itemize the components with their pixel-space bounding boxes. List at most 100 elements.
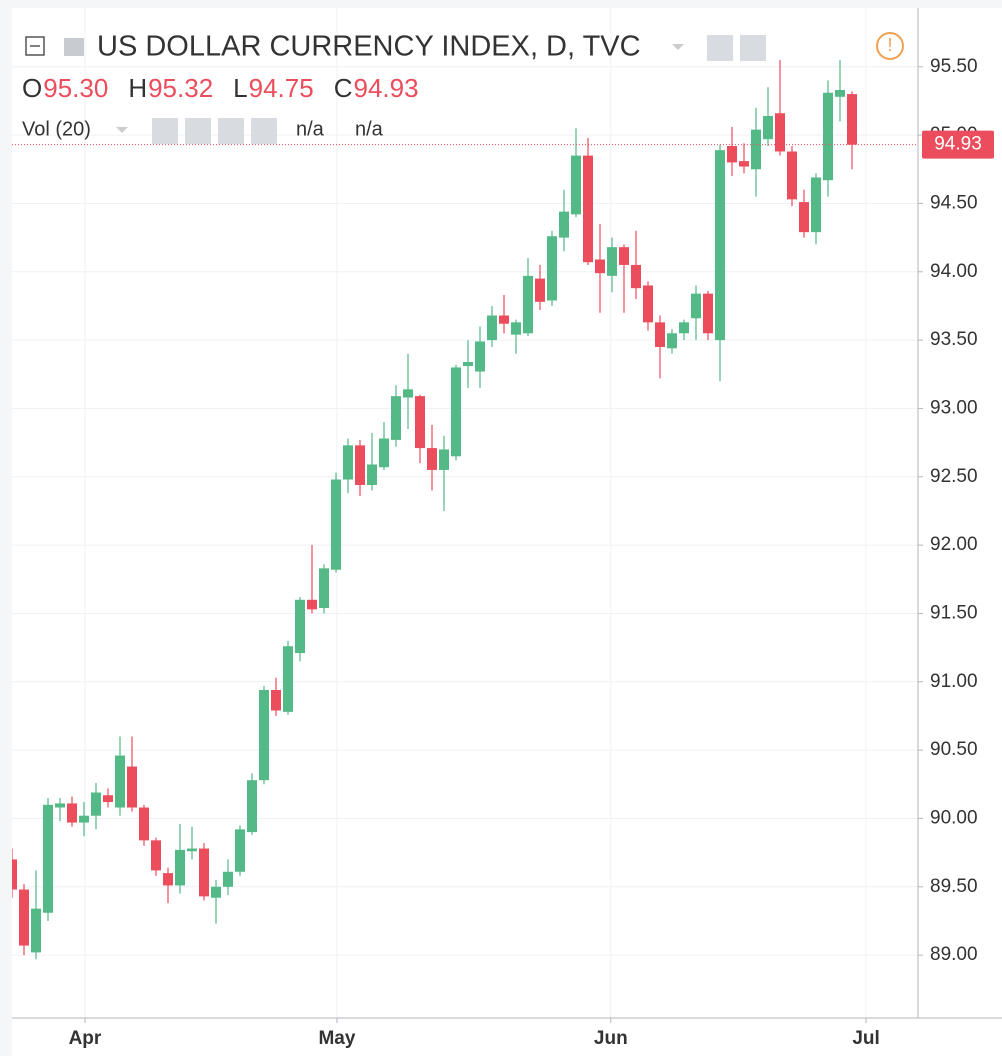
candle-body (355, 445, 365, 485)
indicator-value: n/a (355, 118, 384, 140)
symbol-icon (64, 38, 84, 56)
candle-body (607, 247, 617, 276)
candle-body (127, 766, 137, 808)
candle-body (583, 155, 593, 263)
ohlc-value: 95.30 (43, 73, 108, 103)
y-tick-label: 91.50 (930, 602, 978, 623)
add-button[interactable] (218, 118, 244, 144)
candle-body (475, 341, 485, 372)
x-tick-label: Jul (852, 1028, 879, 1049)
collapse-button[interactable] (25, 36, 45, 56)
candle-body (271, 689, 281, 711)
candle-body (19, 889, 29, 946)
candle-body (55, 803, 65, 808)
candle-body (163, 873, 173, 886)
eye-button[interactable] (707, 35, 733, 61)
candle-body (235, 829, 245, 872)
candle-body (79, 815, 89, 823)
candle-body (295, 599, 305, 654)
candle-body (187, 848, 197, 852)
candle-body (12, 859, 17, 890)
chart-bg (12, 8, 1002, 1056)
candle-body (259, 689, 269, 781)
ohlc-label: L (233, 73, 247, 103)
eye-button[interactable] (152, 118, 178, 144)
y-tick-label: 95.50 (930, 56, 978, 77)
candle-body (631, 264, 641, 289)
dropdown[interactable] (116, 127, 128, 133)
price-label-bg (922, 130, 994, 159)
dropdown[interactable] (672, 44, 684, 50)
y-tick-label: 89.50 (930, 876, 978, 897)
candle-body (511, 322, 521, 335)
candle-body (715, 150, 725, 341)
ohlc-value: 94.75 (249, 73, 314, 103)
candle-body (31, 908, 41, 953)
chart-title: US DOLLAR CURRENCY INDEX, D, TVC (97, 31, 641, 63)
x-tick-label: May (318, 1028, 355, 1049)
y-tick-label: 92.00 (930, 534, 978, 555)
y-tick-label: 94.00 (930, 261, 978, 282)
candle-body (559, 211, 569, 238)
candle-body (151, 840, 161, 871)
candle-body (211, 886, 221, 898)
candle-body (307, 599, 317, 610)
candle-body (655, 322, 665, 347)
candle-body (799, 202, 809, 233)
y-tick-label: 89.00 (930, 944, 978, 965)
candle-body (439, 449, 449, 470)
candle-body (247, 780, 257, 833)
alert-icon[interactable] (876, 32, 904, 60)
candle-body (451, 367, 461, 457)
candle-body (67, 803, 77, 823)
candle-body (739, 161, 749, 167)
indicator-value: n/a (296, 118, 325, 140)
remove-button[interactable] (251, 118, 277, 144)
y-tick-label: 94.50 (930, 192, 978, 213)
candle-body (91, 792, 101, 816)
ohlc-label: O (22, 73, 42, 103)
candle-body (403, 389, 413, 398)
candle-body (775, 113, 785, 152)
candle-body (679, 322, 689, 334)
candle-body (103, 795, 113, 803)
candle-body (139, 807, 149, 841)
indicator-name: Vol (20) (22, 118, 91, 140)
settings-button[interactable] (185, 118, 211, 144)
candle-body (379, 438, 389, 468)
axes: 89.00 89.50 90.00 90.50 91.00 91.50 92.00 92.50… (12, 56, 994, 1049)
candle-body (763, 115, 773, 140)
candle-body (43, 804, 53, 913)
candle-body (415, 396, 425, 449)
candle-body (571, 155, 581, 215)
y-tick-label: 91.00 (930, 671, 978, 692)
candle-body (619, 247, 629, 265)
ohlc-label: H (128, 73, 147, 103)
candle-body (499, 315, 509, 324)
x-tick-label: Apr (69, 1028, 102, 1049)
candle-body (331, 479, 341, 570)
candle-body (223, 871, 233, 887)
grid (12, 8, 918, 1018)
header: US DOLLAR CURRENCY INDEX, D, TVC ! O 95.3… (22, 31, 904, 144)
ohlc-label: C (334, 73, 353, 103)
candle-body (391, 396, 401, 440)
ohlc-value: 94.93 (354, 73, 419, 103)
candle-body (319, 568, 329, 608)
candle-body (283, 646, 293, 712)
ohlc-legend: O 95.30 H 95.32 L 94.75 C 94.93 (22, 73, 419, 103)
candle-body (487, 315, 497, 341)
ohlc-value: 95.32 (148, 73, 213, 103)
candle-body (727, 146, 737, 163)
candle-body (535, 278, 545, 302)
candle-body (595, 259, 605, 274)
candle-body (835, 90, 845, 97)
candle-body (811, 177, 821, 233)
candle-body (343, 445, 353, 480)
candle-body (367, 464, 377, 485)
candle-body (175, 849, 185, 886)
alert-mark: ! (887, 35, 892, 55)
settings-button[interactable] (740, 35, 766, 61)
candles (12, 59, 857, 960)
candle-body (691, 293, 701, 319)
